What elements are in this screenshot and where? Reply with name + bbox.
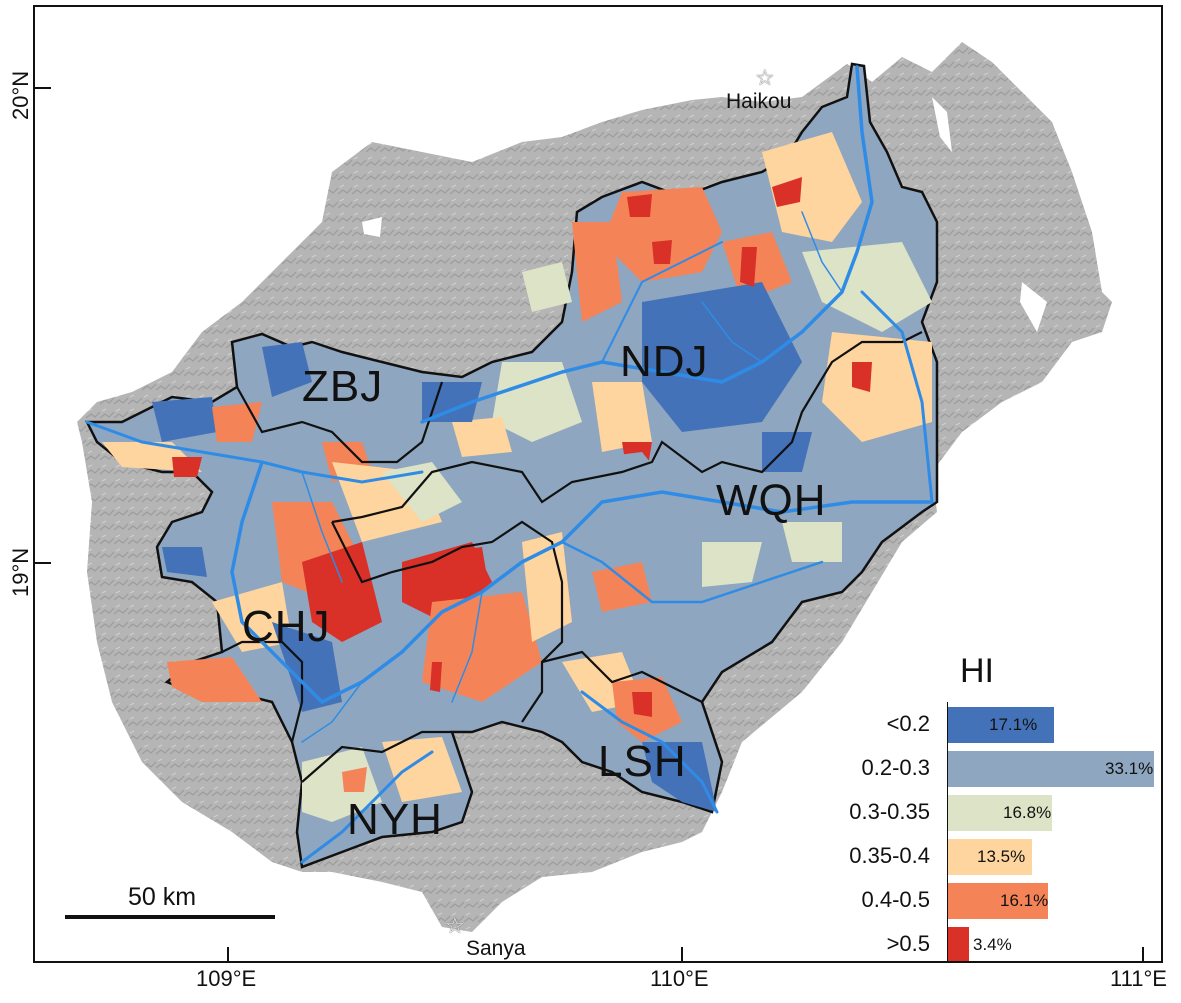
lon-tick-109e [227, 947, 229, 961]
map-canvas [77, 42, 1112, 932]
legend-row: 0.4-0.5 16.1% [782, 883, 1161, 919]
lon-label-110e: 110°E [650, 966, 709, 991]
legend-bar [948, 707, 1054, 743]
region-label-zbj: ZBJ [302, 362, 384, 411]
rivers [85, 65, 934, 864]
legend-percent: 16.1% [1000, 891, 1049, 910]
lat-tick-19n [35, 562, 51, 564]
city-label-haikou: Haikou [726, 90, 792, 113]
legend-bar [948, 883, 1048, 919]
lon-label-109e: 109°E [196, 966, 257, 991]
lon-tick-110e [681, 947, 683, 961]
legend-category: <0.2 [886, 711, 930, 736]
lon-label-111e: 111°E [1110, 966, 1167, 991]
region-label-nyh: NYH [347, 795, 443, 844]
legend-percent: 17.1% [989, 715, 1038, 734]
legend-percent: 33.1% [1105, 759, 1154, 778]
region-label-lsh: LSH [598, 737, 687, 786]
scale-bar-line [65, 915, 275, 919]
legend-row: >0.5 3.4% [782, 927, 1161, 961]
map-frame: ZBJ NDJ WQH CHJ LSH NYH ☆ Haikou ☆ Sanya… [33, 5, 1163, 963]
lon-tick-111e [1142, 947, 1144, 961]
legend-category: 0.4-0.5 [861, 887, 931, 912]
legend-percent: 3.4% [973, 935, 1012, 954]
legend-bar [948, 751, 1154, 787]
legend-bar [948, 795, 1052, 831]
legend-row: 0.3-0.35 16.8% [782, 795, 1161, 831]
haikou-star-icon: ☆ [755, 65, 775, 90]
scale-bar: 50 km [65, 883, 277, 927]
lat-label-20n: 20°N [8, 70, 33, 120]
legend-row: 0.35-0.4 13.5% [782, 839, 1161, 875]
region-label-ndj: NDJ [620, 337, 709, 386]
legend-row: 0.2-0.3 33.1% [782, 751, 1161, 787]
legend-title: HI [960, 652, 994, 690]
legend-axis [947, 702, 948, 961]
legend-percent: 16.8% [1003, 803, 1052, 822]
region-label-wqh: WQH [716, 476, 827, 525]
scale-bar-label: 50 km [128, 883, 197, 911]
sub-basins [102, 132, 932, 822]
legend-category: 0.2-0.3 [861, 755, 931, 780]
sanya-star-icon: ☆ [445, 913, 465, 938]
legend-category: 0.35-0.4 [849, 843, 930, 868]
city-label-sanya: Sanya [466, 937, 526, 960]
legend-category: >0.5 [886, 931, 930, 956]
region-label-chj: CHJ [242, 602, 331, 651]
legend-percent: 13.5% [977, 847, 1026, 866]
legend-bar [948, 839, 1032, 875]
hi-legend-chart: HI <0.2 17.1% 0.2-0.3 33.1% 0.3-0.35 16.… [782, 652, 1161, 961]
legend-bar [948, 927, 969, 961]
legend-category: 0.3-0.35 [849, 799, 930, 824]
basin-boundaries [221, 331, 923, 783]
legend-row: <0.2 17.1% [782, 707, 1161, 743]
lat-label-19n: 19°N [8, 547, 33, 597]
lat-tick-20n [35, 87, 51, 89]
